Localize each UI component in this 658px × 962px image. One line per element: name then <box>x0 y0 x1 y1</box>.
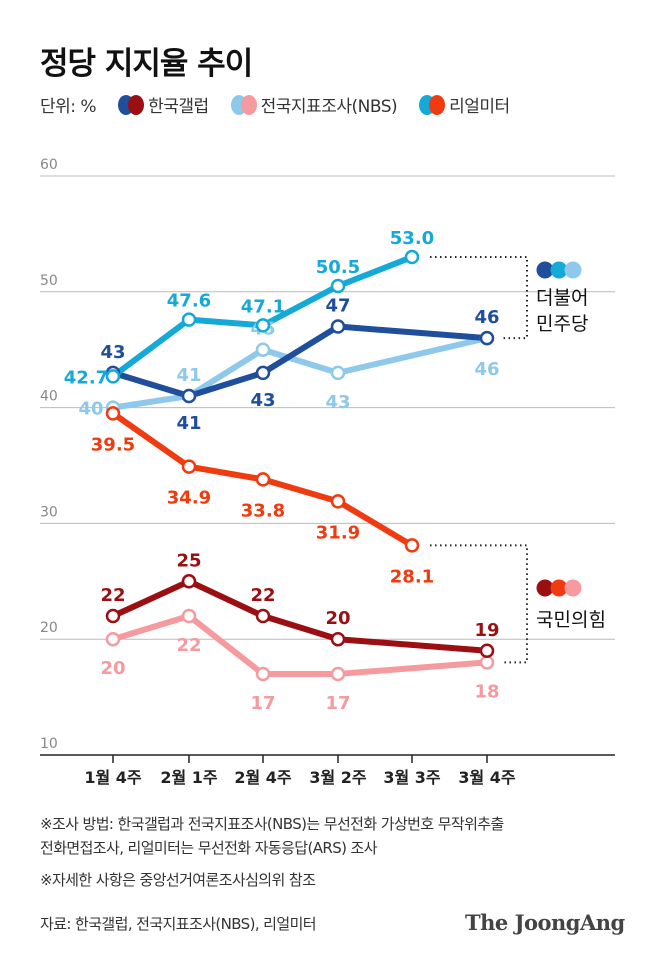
data-point <box>181 574 197 589</box>
bracket-democratic <box>430 256 528 340</box>
series-line <box>111 578 488 654</box>
data-label: 41 <box>176 365 201 386</box>
data-point <box>105 406 121 421</box>
x-tick-label: 2월 1주 <box>160 768 218 787</box>
legend-label: 리얼미터 <box>449 97 510 117</box>
data-label: 43 <box>100 342 125 363</box>
data-point <box>330 278 346 294</box>
data-point <box>255 472 271 487</box>
data-label: 47 <box>325 296 350 317</box>
legend-swatch <box>240 94 257 115</box>
data-point <box>255 608 271 624</box>
party-label: 더불어 <box>536 287 588 309</box>
data-point <box>105 608 121 624</box>
data-label: 25 <box>176 550 201 571</box>
data-point <box>479 330 495 346</box>
method-note-1: ※조사 방법: 한국갤럽과 전국지표조사(NBS)는 무선전화 가상번호 무작위… <box>40 815 504 833</box>
data-label: 39.5 <box>91 434 135 455</box>
data-point <box>330 494 346 509</box>
data-label: 53.0 <box>390 228 434 249</box>
data-label: 22 <box>250 585 275 606</box>
joongang-logo: The JoongAng <box>465 910 625 935</box>
data-point <box>404 249 420 265</box>
data-point <box>181 312 197 327</box>
legend-label: 전국지표조사(NBS) <box>260 97 398 117</box>
data-label: 20 <box>325 608 350 629</box>
party-swatch <box>550 261 568 279</box>
y-tick-label: 10 <box>40 736 58 752</box>
data-label: 47.1 <box>241 296 285 317</box>
data-point <box>255 318 271 333</box>
data-label: 17 <box>325 693 350 714</box>
data-label: 31.9 <box>316 522 360 543</box>
data-point <box>404 538 420 553</box>
data-point <box>479 643 495 659</box>
data-point <box>330 365 346 381</box>
line-chart: 10 20 30 40 50 60 1월 4주 2월 1주 2월 4주 3월 2주 3월 3주 3월 … <box>40 157 615 787</box>
x-tick-label: 3월 3주 <box>383 768 441 787</box>
reference-note: ※자세한 사항은 중앙선거여론조사심의위 참조 <box>40 871 316 889</box>
bracket-ppp <box>430 544 528 664</box>
data-point <box>255 666 271 682</box>
party-swatch <box>536 579 554 597</box>
y-tick-label: 20 <box>40 620 58 636</box>
data-point <box>181 608 197 624</box>
data-label: 33.8 <box>241 500 285 521</box>
data-point <box>181 388 197 404</box>
party-label: 민주당 <box>536 313 588 335</box>
party-swatch <box>564 261 582 279</box>
data-label: 22 <box>176 635 201 656</box>
data-label: 42.7 <box>64 367 108 388</box>
data-point <box>330 666 346 682</box>
data-label: 43 <box>250 390 275 411</box>
y-tick-label: 50 <box>40 273 58 289</box>
data-point <box>255 342 271 357</box>
party-label: 국민의힘 <box>536 609 606 631</box>
data-label: 43 <box>325 392 350 413</box>
data-point <box>105 631 121 647</box>
data-label: 41 <box>176 413 201 434</box>
x-tick-label: 2월 4주 <box>234 768 292 787</box>
data-point <box>330 631 346 647</box>
x-tick-label: 1월 4주 <box>84 768 142 787</box>
x-tick-label: 3월 4주 <box>458 768 516 787</box>
data-label: 34.9 <box>167 488 211 509</box>
data-label: 20 <box>100 658 125 679</box>
party-swatch <box>550 579 568 597</box>
unit-label: 단위: % <box>40 97 97 117</box>
data-label: 28.1 <box>390 566 434 587</box>
data-label: 46 <box>474 359 499 380</box>
legend-label: 한국갤럽 <box>148 97 209 117</box>
data-label: 19 <box>474 620 499 641</box>
data-label: 47.6 <box>167 291 211 312</box>
data-point <box>479 655 495 670</box>
source-note: 자료: 한국갤럽, 전국지표조사(NBS), 리얼미터 <box>40 915 317 933</box>
data-label: 22 <box>100 585 125 606</box>
x-tick-label: 3월 2주 <box>309 768 367 787</box>
data-point <box>181 459 197 474</box>
chart-title: 정당 지지율 추이 <box>40 46 253 82</box>
legend-item-realmeter: 리얼미터 <box>419 92 510 117</box>
y-tick-label: 30 <box>40 504 58 520</box>
legend-item-gallup: 한국갤럽 <box>118 92 209 117</box>
data-label: 17 <box>250 693 275 714</box>
party-swatch <box>536 261 554 279</box>
legend-swatch <box>429 94 446 115</box>
data-label: 46 <box>474 307 499 328</box>
legend-swatch <box>128 94 145 115</box>
data-point <box>255 365 271 381</box>
method-note-2: 전화면접조사, 리얼미터는 무선전화 자동응답(ARS) 조사 <box>40 839 378 857</box>
party-swatch <box>564 579 582 597</box>
data-label: 50.5 <box>316 257 360 278</box>
y-tick-label: 60 <box>40 157 58 173</box>
data-point <box>105 369 121 384</box>
data-point <box>330 319 346 334</box>
y-tick-label: 40 <box>40 389 58 405</box>
legend: 단위: % 한국갤럽 전국지표조사(NBS) 리얼미터 <box>40 92 510 117</box>
data-label: 18 <box>474 681 499 702</box>
data-label: 40 <box>78 399 103 420</box>
legend-item-nbs: 전국지표조사(NBS) <box>230 92 398 117</box>
